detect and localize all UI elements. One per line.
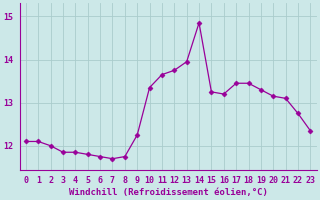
X-axis label: Windchill (Refroidissement éolien,°C): Windchill (Refroidissement éolien,°C) bbox=[69, 188, 268, 197]
